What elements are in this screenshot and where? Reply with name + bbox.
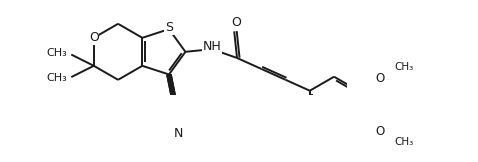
Text: NH: NH: [203, 40, 221, 53]
Text: CH₃: CH₃: [394, 62, 414, 72]
Text: CH₃: CH₃: [46, 48, 67, 58]
Text: O: O: [231, 16, 241, 29]
Text: O: O: [375, 72, 384, 85]
Text: O: O: [375, 125, 384, 138]
Text: S: S: [165, 21, 173, 34]
Text: CH₃: CH₃: [46, 73, 67, 83]
Text: N: N: [174, 127, 184, 140]
Text: CH₃: CH₃: [394, 137, 414, 147]
Text: O: O: [89, 31, 99, 44]
